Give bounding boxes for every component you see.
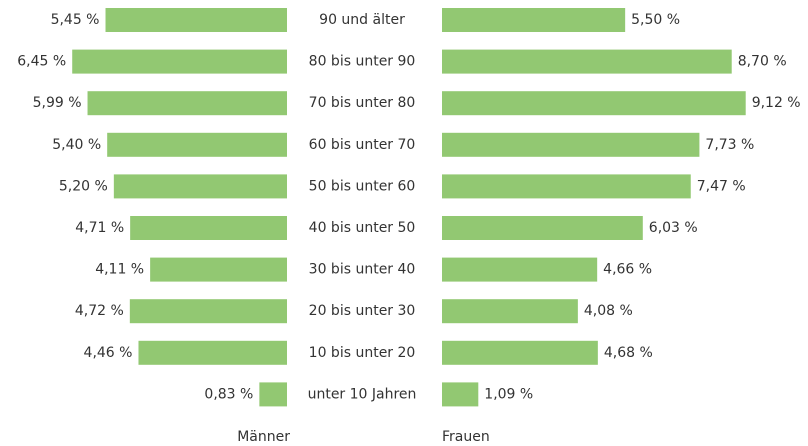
bar [150,257,287,282]
value-label: 9,12 % [752,95,801,111]
category-label: 90 und älter [319,12,405,28]
bar [87,91,288,116]
bar [442,132,700,157]
value-label: 7,73 % [705,137,754,153]
value-label: 4,71 % [75,220,124,236]
value-label: 6,03 % [649,220,698,236]
category-label: unter 10 Jahren [308,386,417,402]
bar [107,132,288,157]
category-label: 10 bis unter 20 [309,345,416,361]
value-label: 5,99 % [33,95,82,111]
bar [442,382,479,407]
bar [442,174,691,199]
category-label: 40 bis unter 50 [309,220,416,236]
value-label: 1,09 % [484,386,533,402]
category-label: 80 bis unter 90 [309,54,416,70]
category-label: 30 bis unter 40 [309,262,416,278]
value-label: 4,66 % [603,262,652,278]
legend-right: Frauen [442,429,490,445]
value-label: 7,47 % [697,178,746,194]
bar [442,91,746,116]
bar [72,49,287,74]
value-label: 6,45 % [17,54,66,70]
category-label: 60 bis unter 70 [309,137,416,153]
bar [138,340,287,365]
value-label: 5,20 % [59,178,108,194]
legend-left: Männer [237,429,290,445]
value-label: 4,72 % [75,303,124,319]
bar [129,299,287,324]
bar [442,8,626,32]
value-label: 4,08 % [584,303,633,319]
value-label: 4,68 % [604,345,653,361]
category-label: 50 bis unter 60 [309,178,416,194]
bar [130,216,287,240]
value-label: 5,40 % [52,137,101,153]
bar [442,257,598,282]
bar [442,49,732,74]
value-label: 0,83 % [204,386,253,402]
category-label: 20 bis unter 30 [309,303,416,319]
bar [442,340,598,365]
value-label: 5,45 % [51,12,100,28]
category-label: 70 bis unter 80 [309,95,416,111]
bar [442,299,578,324]
value-label: 4,11 % [95,262,144,278]
value-label: 8,70 % [738,54,787,70]
bar [259,382,287,407]
bar [113,174,287,199]
bar [442,216,643,240]
value-label: 5,50 % [631,12,680,28]
bar [105,8,287,32]
value-label: 4,46 % [84,345,133,361]
